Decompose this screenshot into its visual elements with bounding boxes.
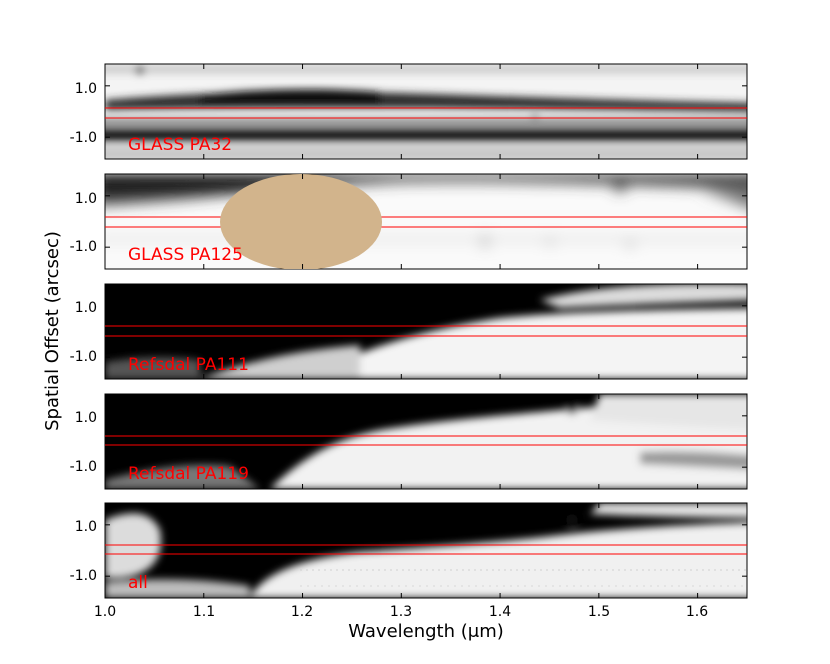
x-tick-label: 1.5: [588, 604, 610, 620]
y-tick-label: -1.0: [70, 130, 97, 146]
y-tick-label: -1.0: [70, 349, 97, 365]
y-tick-label: -1.0: [70, 459, 97, 475]
y-tick-label: 1.0: [75, 81, 97, 97]
panel-glass-pa125: GLASS PA125: [104, 173, 748, 270]
x-tick-label: 1.1: [193, 604, 215, 620]
panel-refsdal-pa119: Refsdal PA119: [104, 393, 748, 490]
panel-all: all: [104, 502, 748, 599]
tick-marks: [104, 64, 747, 598]
panel-label: Refsdal PA111: [128, 355, 249, 375]
panel-label: all: [128, 573, 148, 593]
x-tick-label: 1.6: [686, 604, 708, 620]
y-tick-label: 1.0: [75, 191, 97, 207]
spectrum-image-4: [105, 503, 747, 598]
spectrum-image-0: [105, 64, 747, 159]
spectrum-image-2: [105, 284, 747, 379]
panel-label: GLASS PA32: [128, 135, 232, 155]
masked-region: [220, 174, 382, 269]
y-tick-label: -1.0: [70, 568, 97, 584]
y-tick-label: 1.0: [75, 300, 97, 316]
y-tick-labels: 1.0 -1.0 1.0 -1.0 1.0 -1.0 1.0 -1.0 1.0 …: [70, 81, 97, 584]
y-tick-label: 1.0: [75, 410, 97, 426]
x-axis-label: Wavelength (μm): [348, 621, 504, 642]
panel-refsdal-pa111: Refsdal PA111: [104, 283, 748, 380]
panel-label: GLASS PA125: [128, 245, 243, 265]
spectrum-image-1: [105, 174, 747, 269]
y-axis-label: Spatial Offset (arcsec): [42, 231, 63, 431]
y-tick-label: 1.0: [75, 519, 97, 535]
x-tick-labels: 1.0 1.1 1.2 1.3 1.4 1.5 1.6: [94, 604, 708, 620]
x-tick-label: 1.4: [489, 604, 511, 620]
x-tick-label: 1.3: [390, 604, 412, 620]
x-tick-label: 1.2: [291, 604, 313, 620]
panel-glass-pa32: GLASS PA32: [104, 63, 748, 160]
panel-label: Refsdal PA119: [128, 464, 249, 484]
x-tick-label: 1.0: [94, 604, 116, 620]
spectrum-image-3: [105, 394, 747, 489]
y-tick-label: -1.0: [70, 239, 97, 255]
